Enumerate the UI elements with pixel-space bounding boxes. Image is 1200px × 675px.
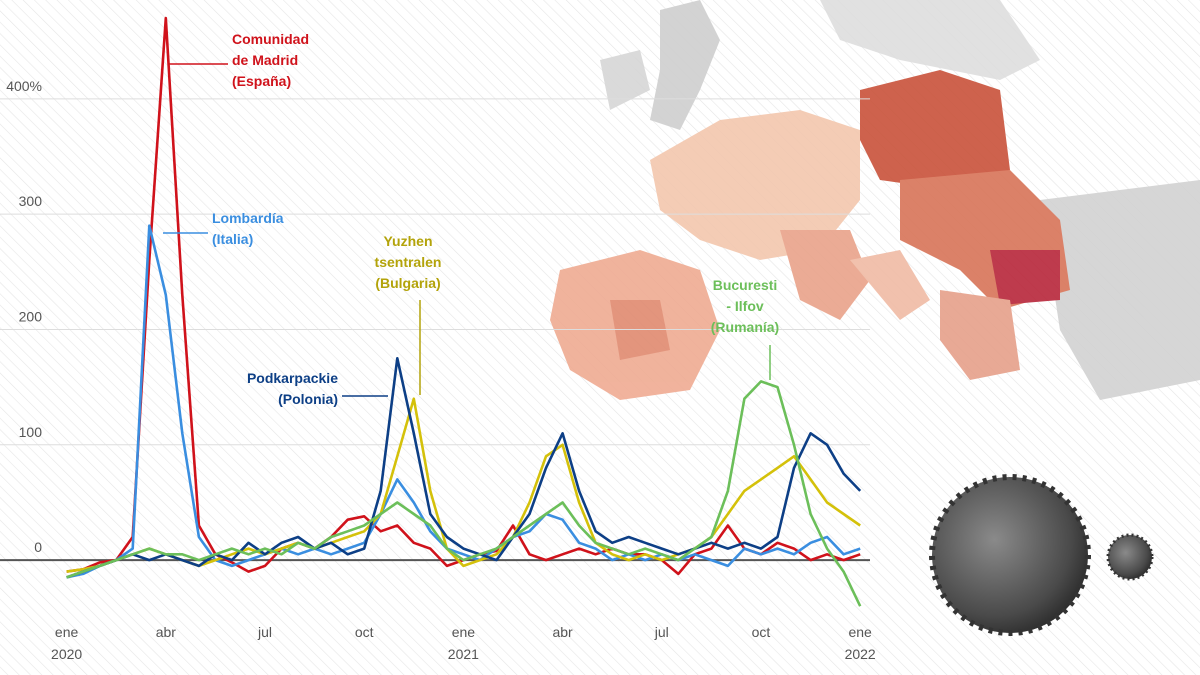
x-tick-label: 2020 [51,646,82,662]
annotation: (Rumanía) [711,319,779,335]
annotation: tsentralen [375,254,442,270]
series-line [66,357,862,579]
annotation: Lombardía [212,210,284,226]
x-tick-label: abr [156,624,177,640]
x-tick-label: ene [55,624,79,640]
annotation: (Bulgaria) [375,275,440,291]
x-tick-label: 2022 [845,646,876,662]
x-tick-label: ene [848,624,872,640]
x-tick-label: oct [752,624,771,640]
annotation: (Italia) [212,231,253,247]
lines [66,16,862,607]
annotation: Comunidad [232,31,309,47]
series-line [66,224,861,579]
y-tick-label: 0 [34,539,42,555]
series-line [66,380,862,607]
map [550,0,1200,400]
annotation: Bucuresti [713,277,778,293]
x-tick-label: ene [452,624,476,640]
x-tick-label: jul [257,624,272,640]
grid: 0 100 200 300 400% ene 2020 abr jul oct ene 2021 abr… [0,78,876,662]
annotation: Podkarpackie [247,370,338,386]
annotation: (España) [232,73,291,89]
y-tick-label: 400% [6,78,42,94]
y-tick-label: 200 [19,308,43,324]
annotation: Yuzhen [383,233,432,249]
x-tick-label: abr [552,624,573,640]
y-tick-label: 300 [19,193,43,209]
y-tick-label: 100 [19,424,43,440]
x-tick-label: jul [654,624,669,640]
x-tick-label: 2021 [448,646,479,662]
annotations: Comunidad de Madrid (España) Lombardía (Ital… [163,31,779,407]
annotation: (Polonia) [278,391,338,407]
virus [929,474,1154,636]
x-tick-label: oct [355,624,374,640]
annotation: de Madrid [232,52,298,68]
annotation: - Ilfov [726,298,764,314]
